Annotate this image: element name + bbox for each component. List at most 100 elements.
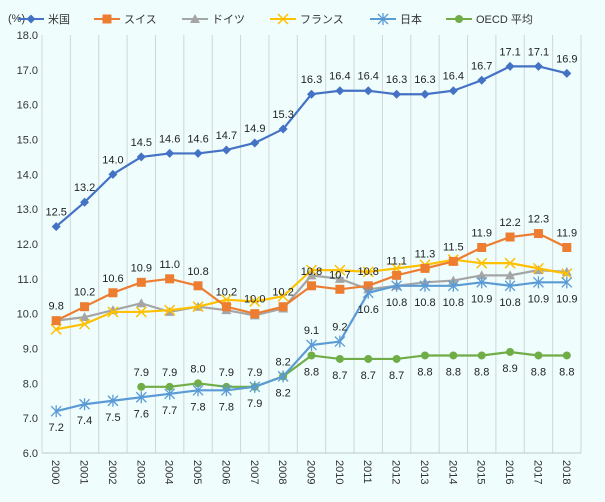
x-marker xyxy=(532,262,544,274)
circle-marker xyxy=(194,379,203,388)
circle-marker xyxy=(392,354,401,363)
x-tick-label: 2004 xyxy=(163,460,175,484)
data-label: 7.9 xyxy=(247,398,262,410)
x-marker xyxy=(164,304,176,316)
data-label: 10.9 xyxy=(528,293,549,305)
data-label: 10.0 xyxy=(244,294,265,306)
x-marker xyxy=(362,266,374,278)
diamond-marker xyxy=(136,152,146,162)
square-marker xyxy=(136,277,146,287)
square-marker xyxy=(51,316,61,326)
diamond-marker xyxy=(448,86,458,96)
data-label: 9.8 xyxy=(49,301,64,313)
data-label: 12.2 xyxy=(499,217,520,229)
square-marker xyxy=(80,302,90,312)
data-label: 16.3 xyxy=(386,74,407,86)
asterisk-marker xyxy=(504,279,516,292)
data-label: 10.8 xyxy=(499,297,520,309)
square-marker xyxy=(477,242,487,252)
x-tick-label: 2003 xyxy=(134,460,146,484)
data-label: 10.6 xyxy=(102,273,123,285)
asterisk-marker xyxy=(164,387,176,400)
square-marker xyxy=(448,256,458,266)
diamond-marker xyxy=(278,124,288,134)
asterisk-marker xyxy=(532,276,544,289)
data-label: 7.9 xyxy=(219,367,234,379)
grid xyxy=(41,35,582,454)
asterisk-marker xyxy=(391,279,403,292)
data-label: 14.7 xyxy=(216,130,237,142)
asterisk-marker xyxy=(50,405,62,418)
data-label: 14.0 xyxy=(102,154,123,166)
diamond-marker xyxy=(250,138,260,148)
diamond-marker xyxy=(335,86,345,96)
data-label: 10.8 xyxy=(443,297,464,309)
x-tick-label: 2001 xyxy=(78,460,90,484)
series-group xyxy=(50,61,573,418)
data-label: 15.3 xyxy=(272,109,293,121)
x-tick-label: 2005 xyxy=(191,460,203,484)
x-tick-label: 2015 xyxy=(475,460,487,484)
diamond-marker xyxy=(307,89,316,99)
asterisk-marker xyxy=(220,384,232,397)
legend-item: OECD 平均 xyxy=(446,13,533,26)
y-tick-label: 6.0 xyxy=(23,448,38,460)
data-label: 10.8 xyxy=(414,297,435,309)
series-4 xyxy=(50,276,573,418)
x-tick-label: 2008 xyxy=(276,460,288,484)
data-label: 14.5 xyxy=(131,137,152,149)
diamond-marker xyxy=(562,68,572,78)
data-label: 8.2 xyxy=(275,356,290,368)
legend-item: 米国 xyxy=(18,13,70,26)
data-label: 8.8 xyxy=(531,366,546,378)
diamond-marker xyxy=(533,61,543,71)
x-marker xyxy=(334,264,346,276)
data-label: 8.8 xyxy=(559,366,574,378)
data-label: 10.2 xyxy=(74,287,95,299)
legend-label: フランス xyxy=(300,14,344,26)
data-label: 7.8 xyxy=(219,401,234,413)
data-label: 14.6 xyxy=(187,133,208,145)
x-marker xyxy=(305,264,318,276)
x-marker xyxy=(277,13,289,25)
legend-item: 日本 xyxy=(370,12,422,26)
data-label: 12.5 xyxy=(45,207,66,219)
y-tick-label: 8.0 xyxy=(23,378,38,390)
data-label: 7.8 xyxy=(190,401,205,413)
data-label: 7.2 xyxy=(49,422,64,434)
circle-marker xyxy=(137,382,146,391)
circle-marker xyxy=(455,15,463,23)
data-label: 10.8 xyxy=(187,266,208,278)
asterisk-marker xyxy=(306,339,317,352)
diamond-marker xyxy=(26,14,36,24)
x-tick-label: 2017 xyxy=(531,460,543,484)
square-marker xyxy=(278,302,288,312)
data-label: 9.2 xyxy=(332,322,347,334)
x-tick-label: 2013 xyxy=(418,460,430,484)
data-label: 11.9 xyxy=(557,227,578,239)
data-label: 9.1 xyxy=(304,325,319,337)
data-label: 10.7 xyxy=(329,269,350,281)
data-label: 8.9 xyxy=(502,363,517,375)
square-marker xyxy=(335,284,345,294)
diamond-marker xyxy=(51,222,61,232)
x-marker xyxy=(277,290,289,302)
x-marker xyxy=(107,306,119,318)
x-marker xyxy=(504,257,516,269)
diamond-marker xyxy=(363,86,373,96)
data-label: 8.8 xyxy=(446,366,461,378)
y-tick-label: 14.0 xyxy=(17,169,38,181)
square-marker xyxy=(363,281,373,291)
x-tick-label: 2009 xyxy=(305,460,317,484)
circle-marker xyxy=(364,354,373,363)
asterisk-marker xyxy=(377,13,389,25)
triangle-marker xyxy=(136,298,147,308)
data-label: 16.3 xyxy=(301,74,322,86)
asterisk-marker xyxy=(79,398,91,411)
diamond-marker xyxy=(221,145,231,155)
y-tick-label: 12.0 xyxy=(17,239,38,251)
data-label: 10.9 xyxy=(131,262,152,274)
x-tick-label: 2016 xyxy=(503,460,515,484)
y-ticks: 6.0 7.0 8.0 9.0 10.0 11.0 12.0 13.0 14.0 15.0 16.0… xyxy=(17,30,38,460)
